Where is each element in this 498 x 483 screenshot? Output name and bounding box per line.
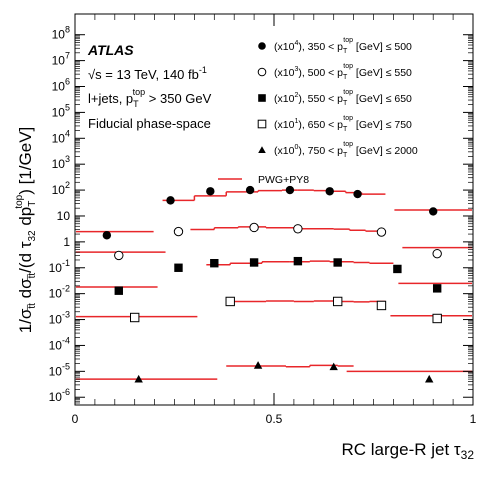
data-point-filled-circle [429,207,438,216]
data-point-filled-square [293,256,303,266]
legend: (x104), 350 < pTtop [GeV] ≤ 500 (x103), 5… [218,37,418,186]
y-tick-label: 104 [52,128,70,145]
phase-space-label: Fiducial phase-space [88,116,211,131]
energy-label: √s = 13 TeV, 140 fb-1 [88,65,207,82]
y-tick-label: 10-1 [49,258,70,275]
legend-entry: (x102), 550 < pTtop [GeV] ≤ 650 [274,89,412,107]
data-point-filled-circle [258,42,266,50]
series-open-circle [114,222,442,261]
data-point-open-square [332,296,343,307]
data-point-filled-circle [206,187,215,196]
data-point-filled-circle [285,185,295,195]
y-tick-label: 10 [57,209,71,223]
legend-mc-label: PWG+PY8 [258,174,309,186]
data-point-open-square [257,119,267,129]
data-point-open-circle [173,226,184,237]
data-point-open-circle [257,67,267,77]
series-filled-square [114,256,442,295]
y-tick-label: 107 [52,51,70,68]
axis-ticks: 10-610-510-410-310-210-11101021031041051… [49,14,477,426]
x-tick-label: 0 [72,412,79,426]
series-filled-circle [102,185,438,240]
y-tick-label: 105 [52,102,70,119]
series-filled-triangle [134,361,434,383]
data-point-filled-triangle [253,361,263,369]
legend-entry: (x103), 500 < pTtop [GeV] ≤ 550 [274,63,412,81]
y-tick-label: 102 [52,180,70,197]
y-axis-title: 1/σt̅t dσt̅t/(d τ32 dpTtop) [1/GeV] [14,127,38,334]
data-point-open-circle [293,224,303,234]
data-point-filled-circle [102,231,112,240]
y-tick-label: 1 [63,235,70,249]
data-point-filled-square [393,264,402,274]
data-point-filled-triangle [258,146,266,154]
channel-label: l+jets, pTtop > 350 GeV [88,87,212,109]
data-point-filled-circle [353,189,362,199]
data-point-filled-triangle [425,374,434,383]
y-tick-label: 10-4 [49,335,70,352]
y-tick-label: 10-5 [49,361,70,378]
data-point-filled-square [333,258,342,267]
data-point-filled-square [258,94,266,102]
x-tick-label: 1 [470,412,477,426]
data-point-filled-square [174,263,183,272]
data-point-filled-triangle [329,362,338,371]
data-point-filled-circle [245,185,255,195]
data-point-open-circle [376,227,387,237]
y-tick-label: 10-3 [49,310,70,327]
data-point-filled-circle [166,196,175,205]
mc-prediction-lines [76,189,472,380]
data-point-open-square [130,312,140,323]
y-tick-label: 108 [52,25,70,42]
data-point-filled-square [114,286,123,295]
y-tick-label: 103 [52,154,70,171]
data-point-open-circle [432,248,442,259]
data-point-filled-square [210,259,219,268]
y-tick-label: 106 [52,77,70,94]
data-point-open-circle [114,250,124,261]
data-point-filled-square [432,284,442,293]
x-tick-label: 0.5 [266,412,283,426]
legend-entry: (x104), 350 < pTtop [GeV] ≤ 500 [274,37,412,55]
data-point-open-circle [249,222,259,233]
atlas-label: ATLAS [87,42,134,58]
data-points [102,185,442,383]
legend-entry: (x100), 750 < pTtop [GeV] ≤ 2000 [274,141,418,159]
data-point-open-square [376,300,387,311]
data-point-open-square [432,313,442,324]
y-tick-label: 10-6 [49,387,70,404]
legend-entry: (x101), 650 < pTtop [GeV] ≤ 750 [274,115,412,133]
data-point-filled-circle [325,187,334,196]
series-open-square [130,296,442,324]
x-axis-title: RC large-R jet τ32 [342,440,475,462]
data-point-open-square [225,296,235,307]
y-tick-label: 10-2 [49,284,70,301]
data-point-filled-triangle [134,374,143,383]
data-point-filled-square [249,258,259,267]
